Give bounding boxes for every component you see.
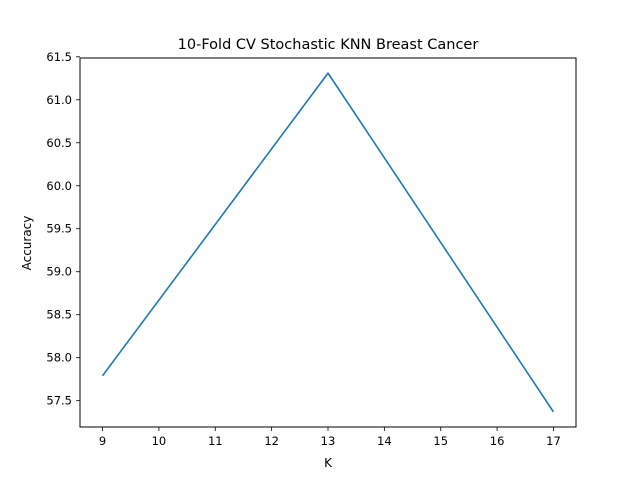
plot-frame xyxy=(79,57,577,428)
x-tick-label: 17 xyxy=(546,434,561,448)
y-tick-label: 61.5 xyxy=(46,50,72,64)
y-tick-label: 59.5 xyxy=(46,222,72,236)
y-axis-label: Accuracy xyxy=(20,216,34,271)
x-tick-label: 10 xyxy=(152,434,167,448)
x-axis: 9 10 11 12 13 14 15 16 17 xyxy=(99,427,561,448)
x-tick-label: 12 xyxy=(264,434,279,448)
x-tick-label: 9 xyxy=(99,434,106,448)
series-layer xyxy=(101,72,555,413)
series-line xyxy=(101,72,555,413)
x-tick-label: 11 xyxy=(208,434,223,448)
x-tick-label: 15 xyxy=(433,434,448,448)
chart-title: 10-Fold CV Stochastic KNN Breast Cancer xyxy=(178,37,479,53)
x-tick-label: 13 xyxy=(321,434,336,448)
y-axis: 57.5 58.0 58.5 59.0 59.5 60.0 60.5 61.0 61.5 xyxy=(46,50,80,408)
y-tick-label: 58.5 xyxy=(46,308,72,322)
y-tick-label: 61.0 xyxy=(46,93,72,107)
y-tick-label: 60.5 xyxy=(46,136,72,150)
y-tick-label: 58.0 xyxy=(46,351,72,365)
y-tick-label: 59.0 xyxy=(46,265,72,279)
y-tick-label: 57.5 xyxy=(46,394,72,408)
x-axis-label: K xyxy=(324,456,333,470)
x-tick-label: 16 xyxy=(490,434,505,448)
x-tick-label: 14 xyxy=(377,434,392,448)
y-tick-label: 60.0 xyxy=(46,179,72,193)
plot-background xyxy=(80,58,576,427)
